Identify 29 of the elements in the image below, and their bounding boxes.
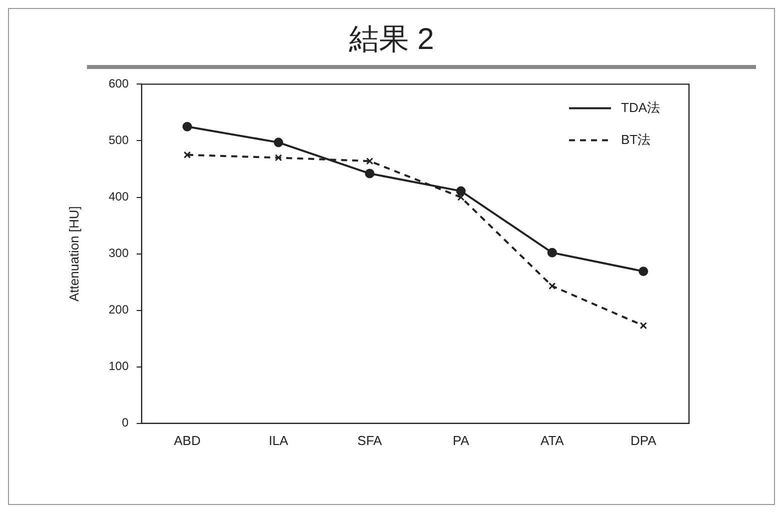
point — [364, 168, 374, 178]
x-tick-label: DPA — [630, 432, 657, 448]
y-tick-label: 0 — [122, 416, 129, 430]
x-tick-label: ABD — [174, 432, 201, 448]
point — [182, 122, 192, 132]
point — [548, 282, 556, 290]
x-tick-label: ILA — [268, 432, 289, 448]
point — [547, 248, 557, 258]
y-tick-label: 100 — [108, 359, 129, 374]
y-tick-label: 300 — [108, 246, 129, 260]
x-tick-label: ATA — [540, 432, 564, 448]
point — [638, 266, 648, 276]
chart-title: 結果 2 — [348, 22, 436, 58]
point — [456, 186, 466, 196]
legend-label: TDA法 — [621, 100, 660, 115]
y-tick-label: 400 — [108, 190, 129, 204]
point — [274, 138, 284, 148]
y-tick-label: 600 — [108, 76, 129, 91]
legend-label: BT法 — [621, 132, 651, 147]
point — [274, 154, 282, 162]
point — [366, 158, 374, 165]
y-tick-label: 200 — [108, 302, 129, 317]
point — [457, 194, 465, 201]
x-tick-label: PA — [452, 432, 470, 448]
y-axis-title: Attenuation [HU] — [66, 206, 82, 302]
x-tick-label: SFA — [357, 432, 382, 448]
point — [184, 151, 191, 158]
point — [640, 322, 647, 330]
y-tick-label: 500 — [108, 133, 129, 148]
